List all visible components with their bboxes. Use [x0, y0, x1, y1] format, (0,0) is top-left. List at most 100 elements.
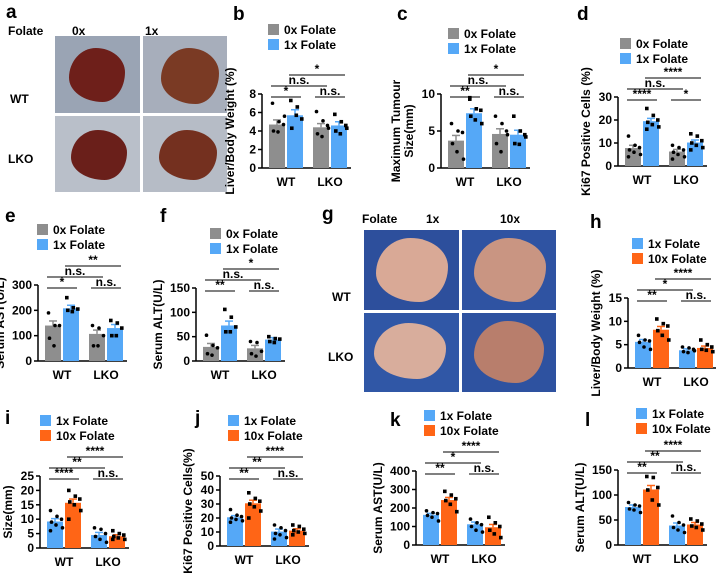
bar-h-LKO-0 [679, 350, 695, 368]
significance-label-e: * [60, 275, 65, 289]
data-point-k [493, 521, 498, 525]
data-point-h [711, 349, 715, 354]
data-point-f [278, 337, 282, 341]
data-point-f [211, 343, 215, 348]
data-point-b [282, 114, 287, 118]
data-point-j [240, 519, 245, 523]
y-tick-label-i: 25 [21, 469, 35, 483]
data-point-l [651, 475, 656, 480]
x-label-e: WT [53, 368, 72, 382]
legend-label-i: 1x Folate [56, 414, 108, 428]
x-label-j: WT [235, 553, 254, 567]
data-point-d [689, 148, 693, 152]
bar-h-LKO-1 [697, 347, 713, 368]
y-tick-label-j: 40 [201, 483, 215, 497]
significance-label-k: n.s. [474, 461, 495, 475]
data-point-c [474, 107, 479, 111]
data-point-j [247, 491, 251, 495]
data-point-j [296, 530, 301, 534]
data-point-j [291, 523, 295, 527]
data-point-e [97, 326, 101, 330]
data-point-h [660, 333, 665, 338]
data-point-c [493, 114, 498, 118]
data-point-j [272, 523, 277, 527]
data-point-i [68, 500, 72, 504]
legend-swatch-h [632, 238, 643, 249]
data-point-k [431, 510, 435, 515]
data-point-k [448, 502, 453, 507]
significance-label-l: n.s. [676, 460, 697, 474]
bar-j-WT-1 [245, 503, 261, 546]
data-point-e [71, 306, 76, 310]
data-point-k [436, 519, 441, 523]
y-axis-label-b: Liver/Body Weight (%) [223, 67, 237, 194]
data-point-i [78, 497, 82, 501]
data-point-c [517, 142, 522, 147]
y-tick-label-j: 30 [201, 497, 215, 511]
data-point-h [637, 340, 642, 345]
data-point-d [682, 155, 687, 159]
data-point-b [271, 129, 276, 133]
y-tick-label-k: 100 [390, 520, 410, 534]
data-point-i [103, 531, 108, 536]
data-point-j [279, 526, 283, 530]
y-tick-label-c: 10 [422, 87, 436, 101]
data-point-f [255, 340, 259, 345]
y-tick-label-f: 50 [177, 330, 191, 344]
y-tick-label-c: 0 [428, 161, 435, 175]
data-point-c [523, 132, 527, 137]
y-axis-label-d: Ki67 Positive Cells (%) [579, 67, 593, 196]
significance-label-f: n.s. [223, 267, 244, 281]
significance-label-e: n.s. [96, 275, 117, 289]
bar-f-LKO-1 [265, 339, 281, 361]
panel-letter-e: e [5, 206, 16, 227]
data-point-j [258, 499, 262, 503]
data-point-h [642, 345, 646, 349]
data-point-l [645, 474, 649, 479]
y-tick-label-b: 0 [249, 161, 256, 175]
row-label-wt: WT [10, 92, 29, 106]
data-point-j [247, 516, 251, 520]
data-point-e [91, 344, 96, 348]
data-point-e [114, 333, 119, 338]
bar-c-LKO-1 [510, 134, 526, 168]
bar-e-LKO-0 [89, 333, 105, 361]
legend-label-j: 1x Folate [244, 414, 296, 428]
data-point-f [204, 333, 209, 338]
x-label-b: WT [277, 175, 296, 189]
bar-l-WT-0 [625, 507, 641, 545]
data-point-j [292, 528, 296, 533]
bar-h-WT-1 [653, 329, 669, 368]
legend-swatch-f [210, 243, 221, 254]
data-point-i [112, 534, 116, 539]
data-point-d [633, 143, 637, 148]
data-point-j [273, 531, 278, 536]
data-point-d [657, 125, 661, 129]
data-point-e [66, 308, 70, 313]
x-label-i: WT [55, 555, 74, 569]
data-point-b [344, 123, 348, 128]
x-label-l: WT [633, 552, 652, 566]
x-label-k: LKO [471, 552, 496, 566]
data-point-j [228, 507, 233, 512]
data-point-i [60, 526, 65, 530]
y-tick-label-h: 15 [609, 291, 623, 305]
significance-label-h: n.s. [686, 288, 707, 302]
data-point-c [461, 157, 466, 161]
y-tick-label-h: 5 [615, 338, 622, 352]
data-point-k [479, 522, 484, 527]
data-point-h [680, 345, 685, 349]
x-label-c: WT [456, 175, 475, 189]
data-point-d [632, 150, 636, 154]
x-label-b: LKO [317, 175, 342, 189]
data-point-j [229, 516, 234, 520]
data-point-i [122, 533, 126, 537]
y-tick-label-e: 200 [12, 303, 32, 317]
data-point-h [656, 328, 660, 333]
data-point-i [55, 514, 59, 519]
data-point-h [643, 338, 647, 342]
significance-label-j: n.s. [278, 466, 299, 480]
bar-f-WT-1 [221, 325, 237, 361]
bar-l-WT-1 [643, 489, 659, 545]
data-point-c [456, 129, 460, 133]
